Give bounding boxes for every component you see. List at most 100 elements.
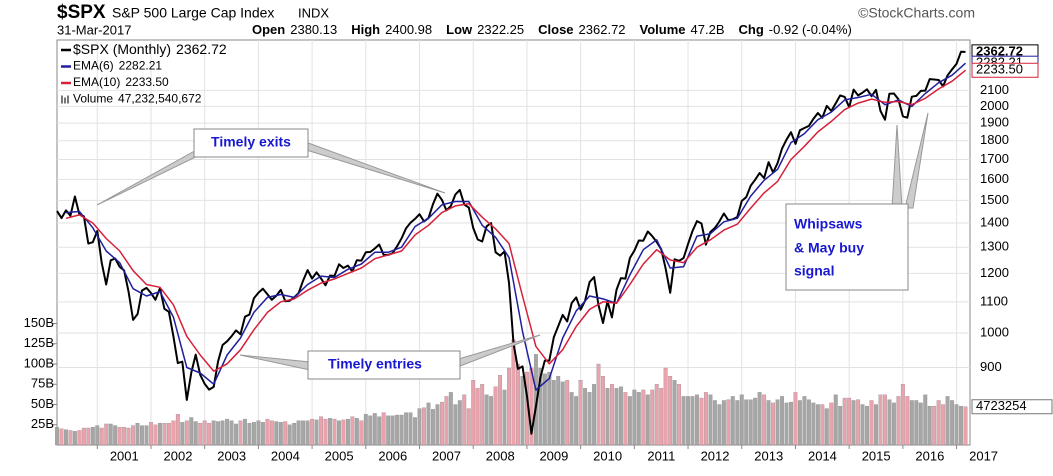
annotation: Whipsaws [794, 216, 863, 232]
quote: Open 2380.13 High 2400.98 Low 2322.25 Close 236… [252, 22, 852, 37]
legend-entry: Volume 47,232,540,672 [73, 92, 202, 106]
volume-bar [153, 424, 158, 446]
volume-bar [225, 418, 230, 446]
volume-bar [457, 400, 462, 446]
quote-value: 47.2B [691, 22, 725, 37]
volume-bar [390, 415, 395, 446]
legend-value: 2233.50 [125, 75, 169, 89]
volume-bar [305, 420, 310, 446]
volume-bar [126, 427, 131, 446]
volume-bars [55, 339, 968, 446]
volume-bar [838, 405, 843, 446]
price-lines [56, 50, 967, 435]
symbol: $SPX [57, 2, 106, 23]
volume-bar [842, 397, 847, 446]
x-tick-label: 2014 [808, 448, 837, 463]
legend-entry: EMA(10) 2233.50 [73, 75, 169, 89]
volume-bar [99, 427, 104, 446]
volume-bar [238, 420, 243, 446]
x-tick-label: 2004 [271, 448, 300, 463]
x-tick-label: 2005 [325, 448, 354, 463]
volume-bar [453, 404, 458, 446]
volume-bar [64, 429, 68, 446]
y-tick-label: 1000 [980, 324, 1009, 339]
volume-bar [775, 399, 780, 446]
volume-bar [404, 412, 409, 446]
y-tick-label: 1600 [980, 171, 1009, 186]
volume-bar [310, 418, 315, 446]
legend-name: EMA(10) [73, 75, 120, 89]
volume-bar [162, 422, 167, 446]
volume-bar [811, 402, 816, 446]
y-tick-label: 1300 [980, 239, 1009, 254]
y-tick-label: 2100 [980, 82, 1009, 97]
volume-bar [229, 420, 234, 446]
quote-label: High [351, 22, 380, 37]
volume-bar [131, 425, 136, 446]
volume-bar [748, 399, 753, 446]
index-name: S&P 500 Large Cap Index [112, 5, 274, 21]
volume-bar [498, 375, 503, 446]
y-tick-label: 1700 [980, 151, 1009, 166]
volume-bar [686, 396, 690, 446]
volume-bar [251, 422, 256, 446]
x-tick-label: 2013 [754, 448, 783, 463]
volume-bar [386, 415, 391, 446]
volume-bar [887, 399, 892, 446]
volume-bar [395, 414, 400, 446]
volume-bar [668, 375, 673, 446]
legend-swatch [67, 95, 69, 104]
legend-value: 47,232,540,672 [118, 92, 202, 106]
volume-bar [175, 414, 180, 446]
volume-bar [337, 420, 341, 446]
volume-bar [431, 409, 435, 446]
y2-tick-label: 100B [24, 355, 54, 370]
legend-swatch [61, 95, 63, 104]
volume-bar [184, 420, 189, 446]
volume-bar [90, 427, 95, 446]
volume-bar [328, 418, 332, 446]
volume-bar [444, 396, 449, 446]
quote-value: 2380.13 [290, 22, 337, 37]
volume-bar [610, 384, 614, 446]
volume-bar [77, 430, 82, 446]
volume-bar [663, 367, 668, 446]
quote-value: 2362.72 [579, 22, 626, 37]
volume-bar [605, 388, 610, 446]
volume-bar [345, 418, 350, 446]
legend-value: 2362.72 [176, 41, 227, 57]
volume-bar [341, 419, 346, 446]
volume-bar [95, 425, 100, 446]
volume-bar [301, 420, 306, 446]
volume-bar [368, 415, 373, 446]
volume-bar [963, 406, 968, 446]
volume-bar [641, 389, 646, 446]
volume-bar [820, 404, 825, 446]
volume-bar [439, 401, 444, 446]
volume-bar [68, 430, 73, 446]
annotation: Timely entries [328, 356, 422, 372]
volume-bar [158, 422, 162, 446]
volume-bar [650, 389, 655, 446]
x-tick-label: 2001 [110, 448, 139, 463]
quote-value: 2400.98 [385, 22, 432, 37]
volume-bar [851, 400, 856, 446]
volume-bar [636, 392, 641, 446]
series-line [65, 62, 967, 391]
last-value-tag [971, 62, 1039, 78]
volume-bar [627, 396, 632, 446]
volume-bar [932, 405, 937, 446]
y2-tick-label: 150B [24, 315, 54, 330]
exchange: INDX [298, 5, 329, 20]
volume-bar [753, 397, 758, 446]
volume-bar [784, 402, 789, 446]
volume-bar [708, 394, 713, 446]
volume-bar [874, 404, 878, 446]
last-value-tag [971, 399, 1053, 415]
x-tick-label: 2002 [164, 448, 193, 463]
volume-bar [234, 423, 238, 446]
volume-bar [556, 375, 561, 446]
volume-bar [260, 422, 265, 446]
volume-bar [645, 394, 650, 446]
volume-bar [314, 419, 319, 446]
